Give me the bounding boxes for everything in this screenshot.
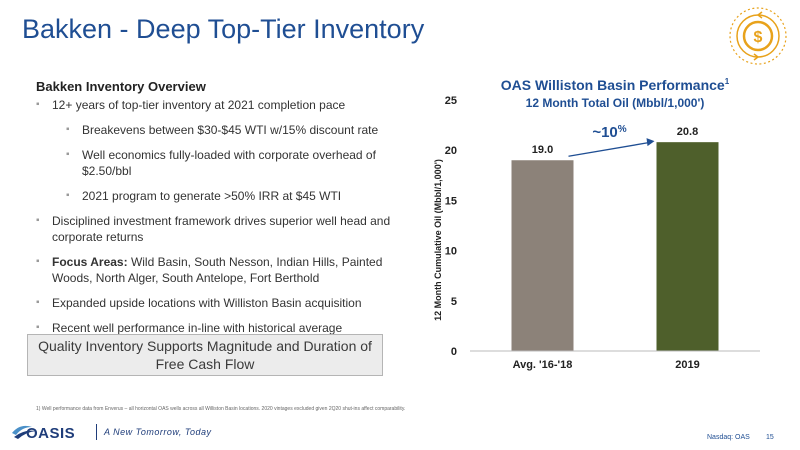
bullet-text: Breakevens between $30-$45 WTI w/15% dis… xyxy=(82,123,379,137)
bar-chart: 0 5 10 15 20 25 19.0 20.8 Avg. '16-'18 2019 12 … xyxy=(433,95,760,371)
bullet-text: 2021 program to generate >50% IRR at $45… xyxy=(82,189,342,203)
overview-title: Bakken Inventory Overview xyxy=(36,79,206,94)
chart-title-footnote-marker: 1 xyxy=(724,77,730,86)
tagline: A New Tomorrow, Today xyxy=(104,427,212,437)
footnote: 1) Well performance data from Enverus – … xyxy=(36,406,406,412)
logo-text: OASIS xyxy=(26,425,76,442)
bullet-breakevens: Breakevens between $30-$45 WTI w/15% dis… xyxy=(66,122,396,138)
y-tick-label: 15 xyxy=(445,195,457,207)
bullet-well-economics: Well economics fully-loaded with corpora… xyxy=(66,147,396,179)
bullet-inventory-years: 12+ years of top-tier inventory at 2021 … xyxy=(36,97,396,113)
y-tick-label: 20 xyxy=(445,145,457,157)
y-tick-label: 5 xyxy=(451,296,457,308)
growth-arrow-line xyxy=(568,142,649,157)
y-tick-label: 25 xyxy=(445,95,457,107)
growth-annotation-text: ~10% xyxy=(592,124,626,141)
bar-value-label: 19.0 xyxy=(532,144,553,156)
callout-box: Quality Inventory Supports Magnitude and… xyxy=(27,334,383,376)
oasis-logo-icon xyxy=(12,425,36,439)
focus-areas-lead: Focus Areas: xyxy=(52,255,128,269)
bullet-text: Disciplined investment framework drives … xyxy=(52,214,391,244)
bar xyxy=(511,160,574,351)
bullet-well-performance: Recent well performance in-line with his… xyxy=(36,320,396,336)
y-tick-label: 0 xyxy=(451,346,457,358)
chart-subtitle: 12 Month Total Oil (Mbbl/1,000') xyxy=(525,96,705,110)
x-tick-label: Avg. '16-'18 xyxy=(513,359,573,371)
bar xyxy=(656,142,719,351)
growth-annotation-suffix: % xyxy=(618,124,627,135)
y-tick-label: 10 xyxy=(445,246,457,258)
growth-arrow-head xyxy=(646,138,655,147)
page-title: Bakken - Deep Top-Tier Inventory xyxy=(22,14,425,44)
bullet-2021-program: 2021 program to generate >50% IRR at $45… xyxy=(66,188,396,204)
x-tick-label: 2019 xyxy=(675,359,699,371)
bullet-text: 12+ years of top-tier inventory at 2021 … xyxy=(52,98,346,112)
bullet-upside-locations: Expanded upside locations with Williston… xyxy=(36,295,396,311)
ticker-label: Nasdaq: OAS xyxy=(707,434,750,441)
bullet-text: Recent well performance in-line with his… xyxy=(52,321,343,335)
growth-annotation: ~10% xyxy=(568,124,655,157)
bullet-text: Expanded upside locations with Williston… xyxy=(52,296,362,310)
footer-divider xyxy=(96,424,97,440)
bullet-focus-areas: Focus Areas: Wild Basin, South Nesson, I… xyxy=(36,254,396,286)
dollar-cycle-icon: $ xyxy=(729,7,787,65)
svg-text:$: $ xyxy=(754,29,763,46)
bullet-text: Wild Basin, South Nesson, Indian Hills, … xyxy=(52,255,383,285)
overview-bullets: 12+ years of top-tier inventory at 2021 … xyxy=(36,97,396,345)
y-axis-label: 12 Month Cumulative Oil (Mbbl/1,000') xyxy=(433,159,443,321)
chart-title-text: OAS Williston Basin Performance xyxy=(500,77,725,93)
bullet-investment-framework: Disciplined investment framework drives … xyxy=(36,213,396,245)
page-number: 15 xyxy=(766,434,774,441)
bullet-text: Well economics fully-loaded with corpora… xyxy=(82,148,376,178)
chart-title: OAS Williston Basin Performance1 xyxy=(440,77,790,93)
bar-value-label: 20.8 xyxy=(677,126,698,138)
